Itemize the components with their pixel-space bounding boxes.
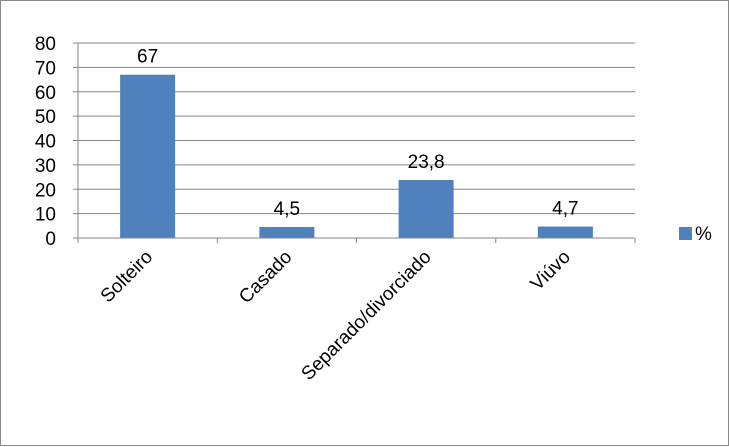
y-tick-label: 30	[35, 156, 56, 177]
bar	[259, 227, 315, 238]
x-tick-label: Viúvo	[527, 247, 575, 295]
data-label: 67	[137, 47, 158, 68]
y-tick-label: 40	[35, 132, 56, 153]
legend: %	[679, 224, 712, 245]
legend-label: %	[695, 224, 712, 245]
labels: 0 10 20 30 40 50 60 70 80 67 Solteiro 4,5 Casado 23,8…	[35, 34, 579, 385]
bar	[398, 179, 454, 238]
bar	[537, 226, 593, 238]
data-label: 23,8	[408, 152, 445, 173]
y-tick-label: 60	[35, 83, 56, 104]
y-tick-label: 70	[35, 58, 56, 79]
y-tick-label: 0	[45, 229, 56, 250]
bar	[120, 74, 176, 238]
y-tick-label: 50	[35, 107, 56, 128]
x-tick-label: Separado/divorciado	[298, 247, 436, 385]
data-label: 4,5	[274, 199, 300, 220]
bars	[120, 74, 593, 238]
y-tick-label: 10	[35, 205, 56, 226]
y-tick-label: 80	[35, 34, 56, 55]
legend-swatch	[679, 227, 692, 240]
x-tick-label: Solteiro	[97, 247, 157, 307]
axes	[73, 42, 636, 243]
data-label: 4,7	[552, 199, 578, 220]
y-tick-label: 20	[35, 180, 56, 201]
x-tick-label: Casado	[235, 247, 296, 308]
